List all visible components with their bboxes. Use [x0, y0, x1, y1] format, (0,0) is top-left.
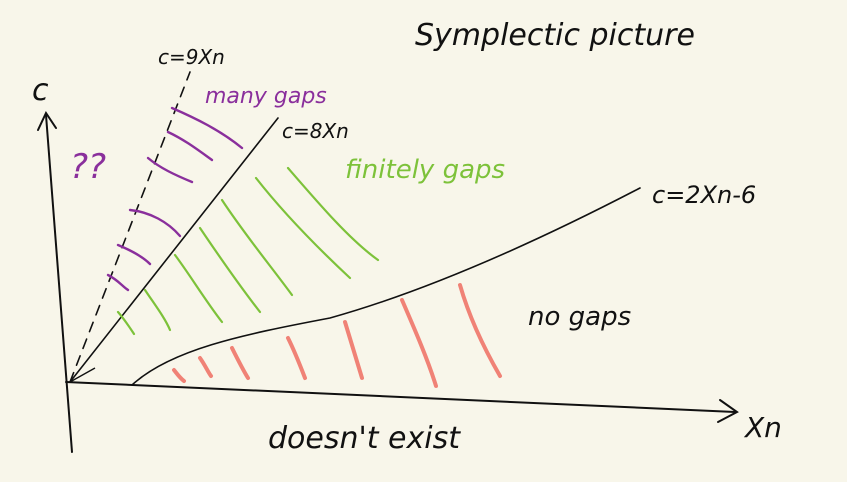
- y-axis-label: c: [32, 73, 49, 108]
- line-c-9xn: [69, 71, 191, 383]
- label-c-2xn-6: c=2Xn-6: [652, 181, 756, 209]
- label-no-gaps: no gaps: [528, 302, 631, 332]
- x-axis-label: Xn: [743, 411, 782, 444]
- line-c-2xn-6: [131, 187, 641, 386]
- label-finitely-gaps: finitely gaps: [345, 155, 505, 185]
- label-c-9xn: c=9Xn: [158, 45, 225, 69]
- origin-arrow: [69, 367, 96, 383]
- hatch-no-gaps: [172, 283, 502, 388]
- label-c-8xn: c=8Xn: [282, 119, 349, 143]
- label-unknown: ??: [70, 147, 106, 187]
- diagram-title: Symplectic picture: [415, 18, 695, 53]
- y-axis: [45, 114, 73, 453]
- hatch-many-gaps: [106, 106, 244, 292]
- x-axis-arrow: [717, 399, 739, 423]
- label-doesnt-exist: doesn't exist: [268, 421, 461, 456]
- boundary-lines: [69, 71, 641, 386]
- line-c-8xn: [69, 117, 279, 383]
- x-axis: [65, 381, 736, 413]
- label-many-gaps: many gaps: [205, 84, 327, 109]
- axes: [37, 110, 739, 453]
- hatch-finitely-gaps: [116, 166, 380, 336]
- y-axis-arrow: [37, 110, 57, 131]
